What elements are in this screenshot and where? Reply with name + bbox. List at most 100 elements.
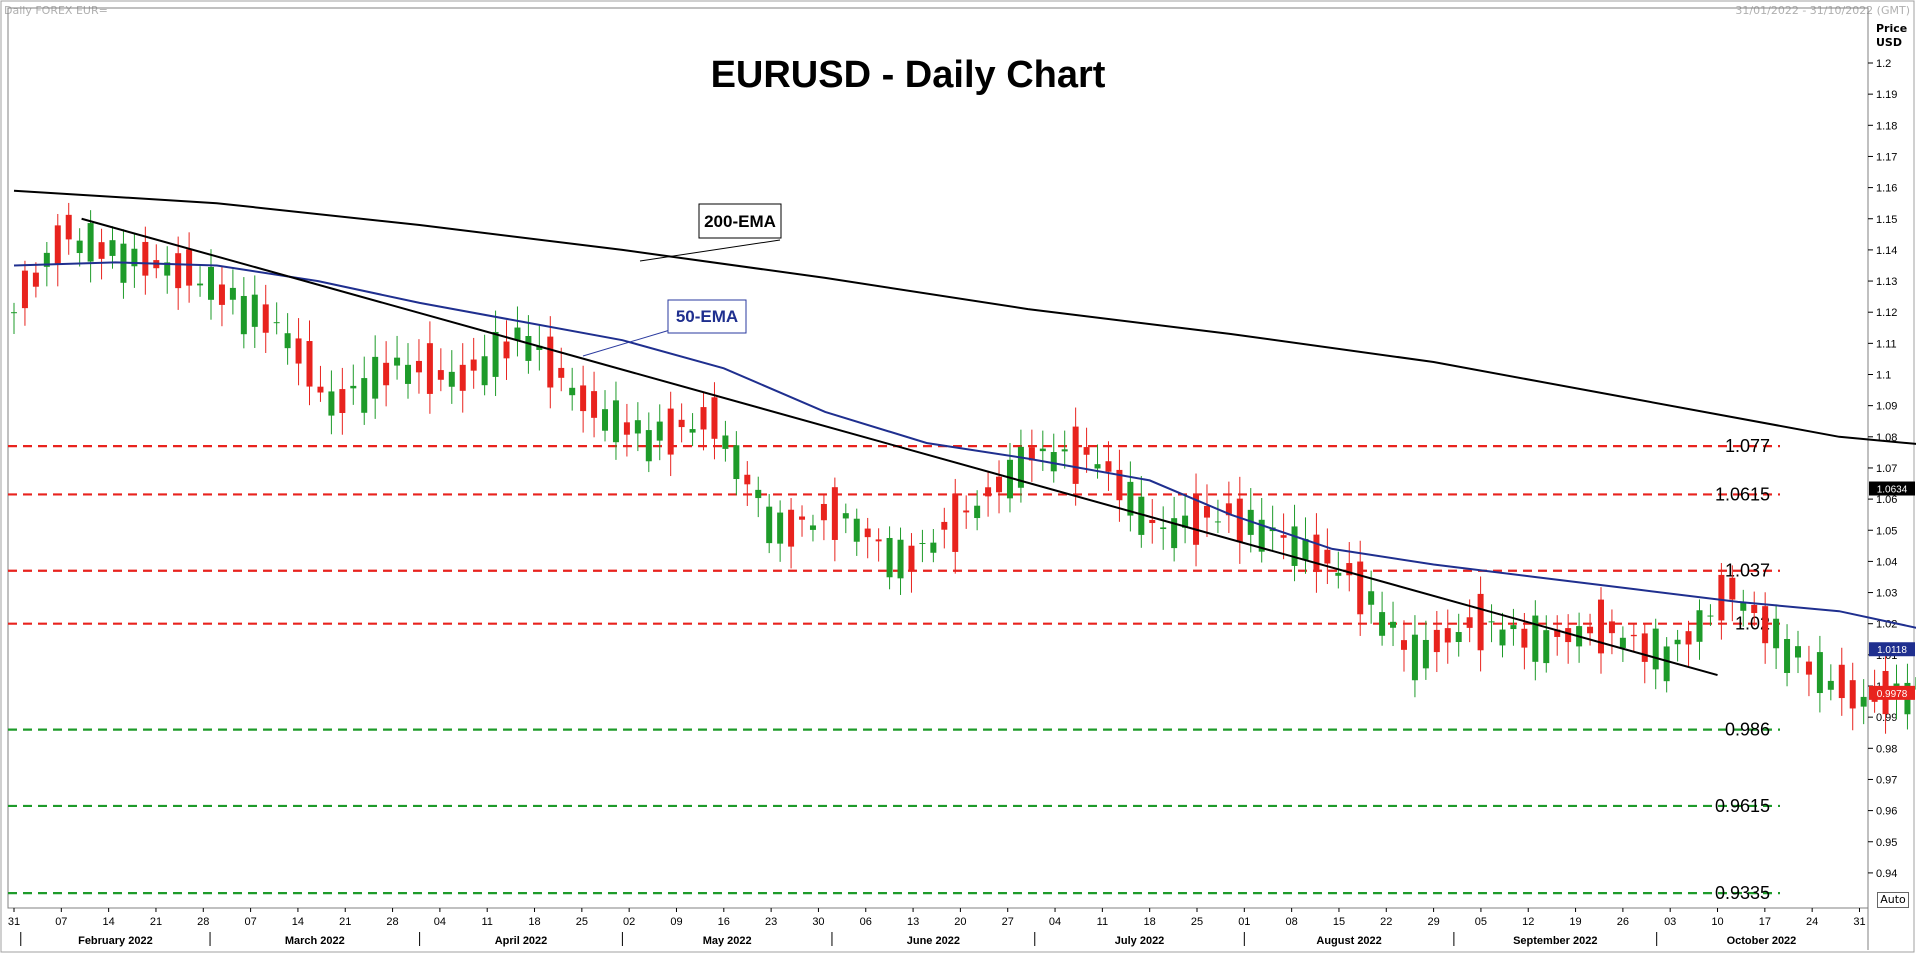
candle-body	[886, 537, 893, 578]
y-tick-label: 1.2	[1876, 58, 1891, 70]
y-tick-label: 0.96	[1876, 806, 1897, 818]
candle-body	[1696, 610, 1703, 642]
candle-body	[1039, 448, 1046, 452]
x-tick-label: 31	[8, 916, 20, 928]
y-tick-label: 1.1	[1876, 370, 1891, 382]
candle-body	[645, 430, 652, 462]
candle-body	[864, 528, 871, 538]
y-tick-label: 1.05	[1876, 525, 1897, 537]
candle-body	[1214, 521, 1221, 523]
candle-body	[1849, 680, 1856, 709]
x-tick-label: 07	[55, 916, 67, 928]
candle-body	[1729, 577, 1736, 600]
trendline	[81, 217, 1718, 677]
candle-body	[459, 364, 466, 391]
y-tick-label: 1.15	[1876, 214, 1897, 226]
unit-label: USD	[1876, 36, 1902, 49]
candle-body	[667, 408, 674, 455]
candle-body	[678, 419, 685, 428]
y-tick-label: 1.18	[1876, 120, 1897, 132]
x-tick-label: 11	[481, 916, 492, 928]
candle-body	[11, 312, 17, 314]
current-price-tag: 0.9978	[1877, 689, 1908, 700]
x-tick-label: 11	[1097, 916, 1108, 928]
ema50-price-tag: 1.0118	[1877, 645, 1907, 656]
level-label: 1.0615	[1715, 484, 1770, 504]
candle-body	[941, 521, 948, 530]
x-tick-label: 02	[623, 916, 635, 928]
candle-body	[109, 240, 116, 256]
candle-body	[1707, 615, 1714, 617]
x-month-label: October 2022	[1727, 935, 1797, 947]
candle-body	[470, 359, 477, 371]
candle-body	[1346, 563, 1353, 576]
candle-body	[952, 493, 959, 552]
x-tick-label: 07	[244, 916, 256, 928]
ema50-price-tag-bg	[1869, 642, 1915, 657]
candle-body	[547, 336, 554, 388]
y-tick-label: 1.17	[1876, 151, 1897, 163]
candle-body	[251, 294, 258, 327]
level-label: 0.986	[1725, 720, 1770, 740]
x-tick-label: 28	[197, 916, 209, 928]
ema200-callout-box	[698, 203, 782, 239]
x-tick-label: 05	[1475, 916, 1487, 928]
candle-body	[1236, 498, 1243, 543]
candle-body	[21, 270, 28, 309]
level-label: 1.037	[1725, 561, 1770, 581]
x-month-label: May 2022	[703, 935, 752, 947]
level-label: 0.9335	[1715, 883, 1770, 903]
candle-body	[1543, 630, 1550, 664]
x-tick-label: 16	[718, 916, 730, 928]
candle-body	[623, 422, 630, 435]
candle-body	[1488, 621, 1495, 623]
candle-body	[733, 445, 740, 480]
candle-body	[919, 543, 926, 545]
candle-body	[875, 539, 882, 542]
x-tick-label: 01	[1238, 916, 1250, 928]
candle-body	[186, 249, 193, 286]
candle-body	[591, 391, 598, 418]
candle-body	[820, 503, 827, 521]
chart-title: EURUSD - Daily Chart	[711, 54, 1106, 96]
candle-body	[350, 385, 357, 389]
x-tick-label: 19	[1569, 916, 1581, 928]
auto-scale-button[interactable]: Auto	[1877, 892, 1909, 908]
candle-body	[1050, 452, 1057, 472]
candle-body	[131, 248, 138, 267]
x-tick-label: 04	[1049, 916, 1061, 928]
x-tick-label: 13	[907, 916, 919, 928]
ema50-callout-label: 50-EMA	[676, 307, 738, 326]
candle-body	[1182, 515, 1189, 528]
candle-body	[1762, 606, 1769, 644]
y-tick-label: 1.09	[1876, 401, 1897, 413]
candle-body	[1510, 625, 1517, 630]
candle-body	[1433, 629, 1440, 653]
x-tick-label: 26	[1617, 916, 1629, 928]
x-tick-label: 22	[1380, 916, 1392, 928]
candle-body	[1751, 604, 1758, 613]
candle-body	[974, 505, 981, 519]
candle-body	[1784, 638, 1791, 673]
y-tick-label: 1.19	[1876, 89, 1897, 101]
candle-body	[996, 476, 1003, 493]
candle-body	[405, 364, 412, 384]
candle-body	[1652, 628, 1659, 670]
candle-body	[985, 487, 992, 497]
x-month-label: March 2022	[285, 935, 345, 947]
candle-body	[1017, 446, 1024, 488]
y-tick-label: 1.04	[1876, 556, 1897, 568]
x-tick-label: 28	[386, 916, 398, 928]
candle-body	[426, 343, 433, 394]
candle-body	[87, 223, 94, 262]
x-month-label: July 2022	[1115, 935, 1165, 947]
candle-body	[1203, 505, 1210, 518]
x-month-label: April 2022	[495, 935, 548, 947]
candle-body	[240, 295, 247, 335]
y-tick-label: 0.99	[1876, 712, 1897, 724]
candle-body	[229, 287, 236, 300]
candle-body	[1455, 632, 1462, 642]
candle-body	[930, 542, 937, 553]
candle-body	[448, 371, 455, 387]
candle-body	[1805, 661, 1812, 675]
